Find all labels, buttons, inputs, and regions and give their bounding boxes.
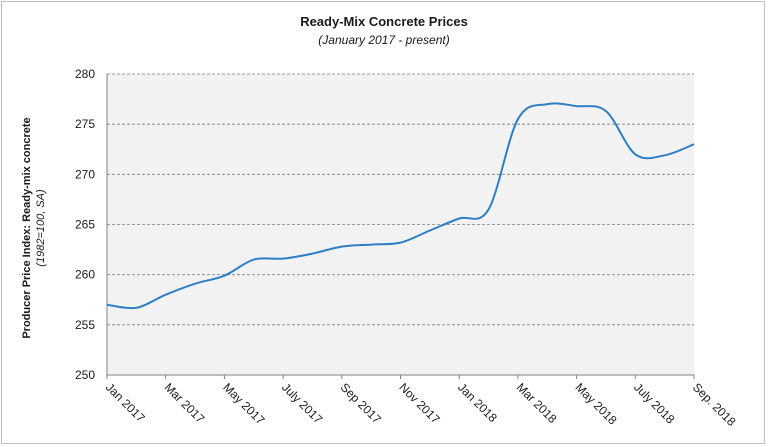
y-axis-title: Producer Price Index: Ready-mix concrete <box>21 117 33 338</box>
x-tick-label: Jan 2018 <box>455 380 500 425</box>
y-axis-ticks: 250 255 260 265 270 275 280 <box>75 67 95 382</box>
series-line <box>106 102 695 310</box>
gridlines <box>106 73 694 376</box>
y-tick-label: 270 <box>75 167 95 181</box>
y-tick-label: 265 <box>75 218 95 232</box>
x-tick-label: May 2018 <box>572 380 619 427</box>
x-tick-label: July 2017 <box>279 380 325 426</box>
y-axis-label: Producer Price Index: Ready-mix concrete… <box>21 117 47 338</box>
x-tick-label: Mar 2017 <box>162 380 208 426</box>
plot-area <box>107 74 694 375</box>
x-tick-label: Jan 2017 <box>103 380 148 425</box>
y-tick-label: 280 <box>75 67 95 81</box>
x-tick-label: July 2018 <box>631 380 677 426</box>
x-axis-ticks: Jan 2017 Mar 2017 May 2017 July 2017 Sep 201… <box>103 375 739 429</box>
x-tick-label: Nov 2017 <box>396 380 442 426</box>
y-tick-label: 260 <box>75 268 95 282</box>
chart-title: Ready-Mix Concrete Prices <box>300 14 468 29</box>
x-tick-label: Sep. 2018 <box>690 380 739 429</box>
x-tick-label: Mar 2018 <box>514 380 560 426</box>
chart-subtitle: (January 2017 - present) <box>318 33 450 47</box>
y-tick-label: 275 <box>75 117 95 131</box>
x-tick-label: May 2017 <box>220 380 267 427</box>
y-tick-label: 250 <box>75 368 95 382</box>
x-tick-label: Sep 2017 <box>338 380 384 426</box>
y-tick-label: 255 <box>75 318 95 332</box>
y-axis-subtitle: (1982=100, SA) <box>35 189 47 267</box>
